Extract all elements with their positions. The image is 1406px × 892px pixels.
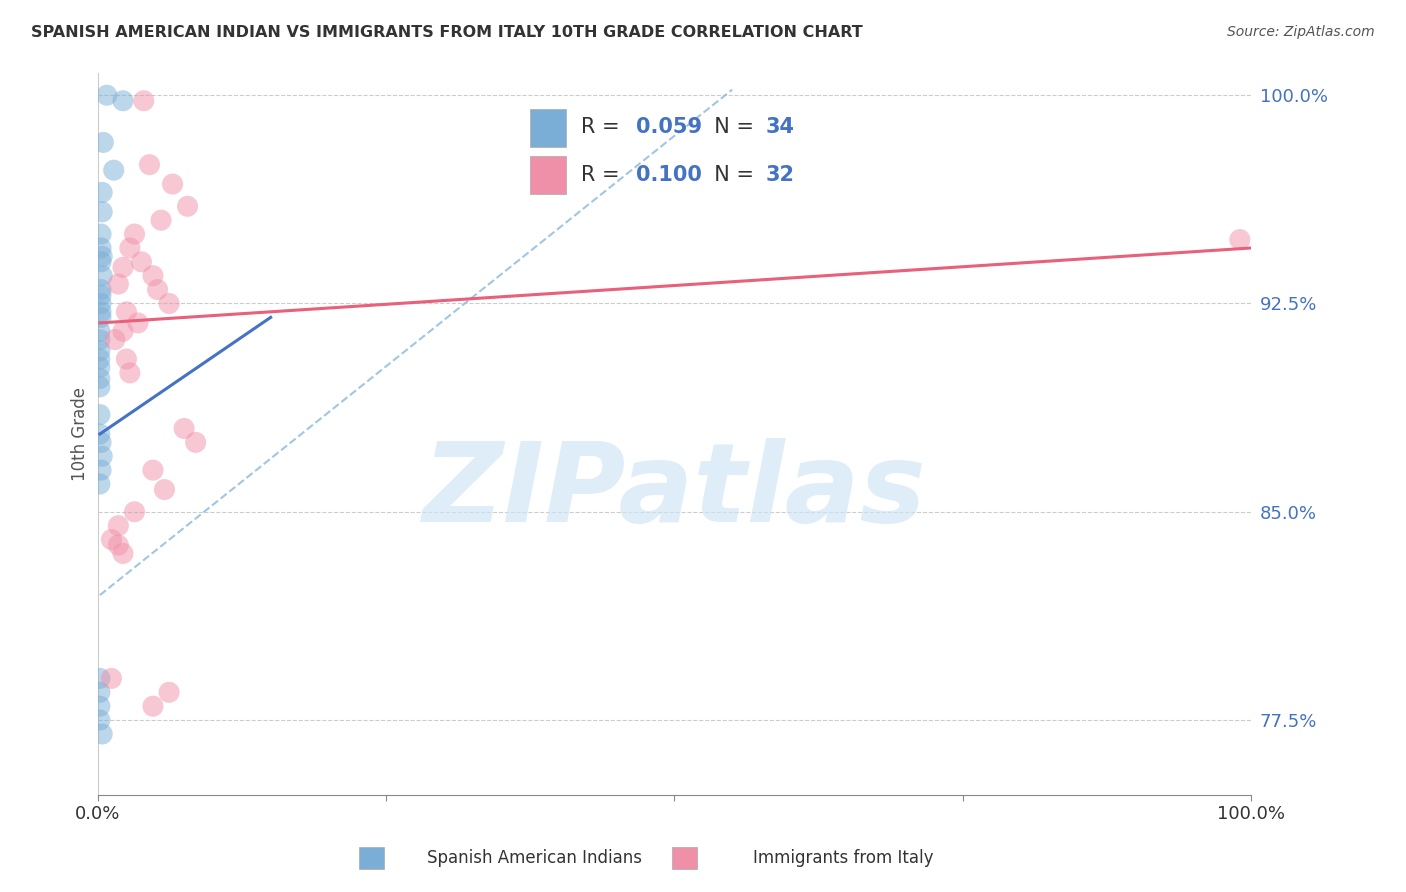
- Point: [90, 241, 112, 255]
- Point: [96, 88, 118, 103]
- Point: [100, 533, 122, 547]
- Point: [89, 685, 111, 699]
- Point: [107, 518, 129, 533]
- Point: [142, 463, 165, 477]
- Point: [89, 360, 111, 375]
- Point: [127, 316, 149, 330]
- Point: [111, 94, 134, 108]
- Point: [89, 699, 111, 714]
- Point: [111, 546, 134, 560]
- Point: [90, 227, 112, 241]
- Point: [90, 463, 112, 477]
- Point: [184, 435, 207, 450]
- Point: [118, 241, 141, 255]
- Point: [104, 333, 127, 347]
- Point: [142, 699, 165, 714]
- Text: SPANISH AMERICAN INDIAN VS IMMIGRANTS FROM ITALY 10TH GRADE CORRELATION CHART: SPANISH AMERICAN INDIAN VS IMMIGRANTS FR…: [31, 25, 863, 40]
- Point: [118, 366, 141, 380]
- Point: [89, 672, 111, 686]
- Text: Immigrants from Italy: Immigrants from Italy: [754, 849, 934, 867]
- Point: [90, 305, 112, 319]
- Point: [115, 305, 138, 319]
- Point: [1229, 233, 1251, 247]
- Point: [176, 199, 198, 213]
- Point: [89, 477, 111, 491]
- Point: [111, 324, 134, 338]
- Point: [132, 94, 155, 108]
- Point: [91, 204, 114, 219]
- Point: [89, 380, 111, 394]
- Point: [131, 255, 153, 269]
- Point: [124, 505, 146, 519]
- Point: [173, 421, 195, 435]
- Point: [89, 324, 111, 338]
- Point: [89, 713, 111, 727]
- Point: [138, 158, 160, 172]
- Point: [142, 268, 165, 283]
- Point: [89, 427, 111, 442]
- Text: Source: ZipAtlas.com: Source: ZipAtlas.com: [1227, 25, 1375, 39]
- Point: [91, 186, 114, 200]
- Point: [111, 260, 134, 275]
- Point: [124, 227, 146, 241]
- Point: [157, 296, 180, 310]
- Point: [150, 213, 173, 227]
- Point: [146, 283, 169, 297]
- Point: [91, 249, 114, 263]
- Point: [89, 408, 111, 422]
- Point: [107, 277, 129, 291]
- Point: [91, 727, 114, 741]
- Point: [91, 449, 114, 463]
- Point: [115, 352, 138, 367]
- Point: [93, 136, 115, 150]
- Point: [90, 435, 112, 450]
- Point: [103, 163, 125, 178]
- Point: [89, 343, 111, 358]
- Point: [91, 268, 114, 283]
- Point: [90, 296, 112, 310]
- Point: [90, 310, 112, 325]
- Point: [162, 177, 184, 191]
- Point: [153, 483, 176, 497]
- Text: Spanish American Indians: Spanish American Indians: [427, 849, 641, 867]
- Point: [157, 685, 180, 699]
- Point: [100, 672, 122, 686]
- Point: [89, 371, 111, 385]
- Point: [90, 255, 112, 269]
- Point: [107, 538, 129, 552]
- Point: [90, 283, 112, 297]
- Text: ZIPatlas: ZIPatlas: [423, 438, 927, 545]
- Point: [89, 352, 111, 367]
- Point: [90, 288, 112, 302]
- Y-axis label: 10th Grade: 10th Grade: [72, 387, 89, 481]
- Point: [89, 333, 111, 347]
